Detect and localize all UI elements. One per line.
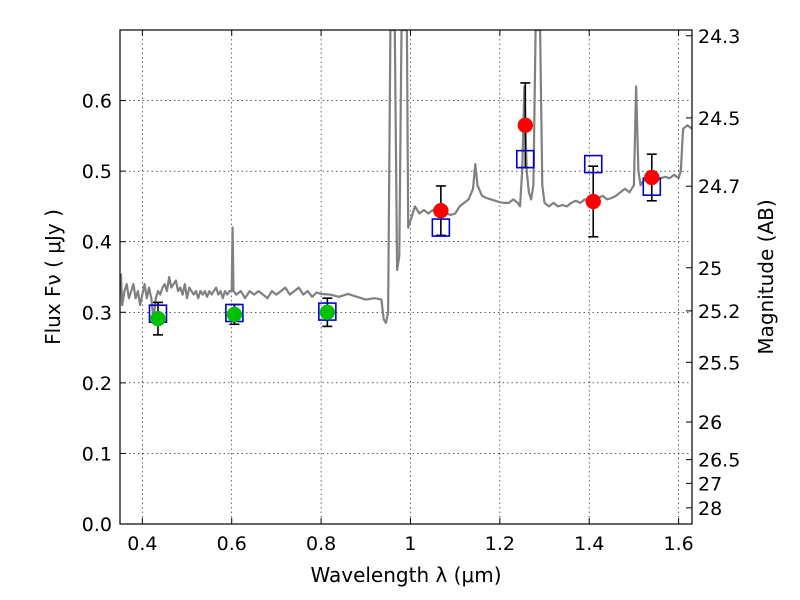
y-tick-label: 0.5: [82, 161, 112, 183]
model-photometry-square: [516, 149, 535, 169]
y-tick-label: 0.4: [82, 232, 112, 254]
y2-tick-label: 25.5: [698, 352, 740, 374]
y-tick-label: 0.2: [82, 373, 112, 395]
x-tick-label: 0.8: [306, 533, 336, 555]
optical-data-point: [319, 304, 336, 321]
optical-data-point: [226, 306, 243, 323]
plot-frame: [119, 29, 693, 525]
nir-data-point: [433, 202, 449, 219]
y2-tick-label: 27: [698, 473, 722, 495]
y-tick-label: 0.1: [82, 443, 112, 465]
y2-tick-label: 25: [698, 258, 722, 280]
model-photometry-square: [583, 154, 603, 174]
y-axis-label: Flux Fν ( μJy ): [41, 209, 65, 345]
spectrum-line: [120, 30, 692, 324]
x-tick-label: 1: [404, 533, 416, 555]
y2-axis-label: Magnitude (AB): [754, 199, 778, 354]
photometry-markers: [148, 82, 662, 336]
y-tick-label: 0.6: [82, 91, 112, 113]
y2-tick-label: 24.3: [698, 26, 740, 48]
x-tick-label: 0.6: [217, 533, 247, 555]
y2-tick-label: 24.5: [698, 108, 740, 130]
y2-tick-label: 24.7: [698, 176, 740, 198]
nir-data-point: [585, 193, 601, 210]
y2-tick-label: 26.5: [698, 450, 740, 472]
x-tick-label: 1.2: [485, 533, 515, 555]
y2-tick-label: 26: [698, 412, 722, 434]
nir-data-point: [644, 169, 660, 186]
model-spectrum: [120, 30, 692, 324]
nir-data-point: [517, 117, 534, 134]
x-axis-label: Wavelength λ (μm): [310, 563, 501, 587]
model-photometry-square: [318, 302, 337, 321]
x-tick-label: 0.4: [127, 533, 157, 555]
y2-tick-label: 28: [698, 498, 722, 520]
grid: [120, 30, 692, 525]
y-tick-label: 0.3: [82, 302, 112, 324]
axis-ticks: 0.4 0.6 0.8 1 1.2 1.4 1.6 0.0 0.1 0.2 0.3 0.4 0.5 0.6…: [82, 26, 741, 555]
x-tick-label: 1.4: [574, 533, 604, 555]
optical-data-point: [150, 310, 166, 327]
model-photometry-square: [431, 218, 451, 237]
y2-tick-label: 25.2: [698, 301, 740, 323]
x-tick-label: 1.6: [663, 533, 693, 555]
y-tick-label: 0.0: [82, 514, 112, 536]
